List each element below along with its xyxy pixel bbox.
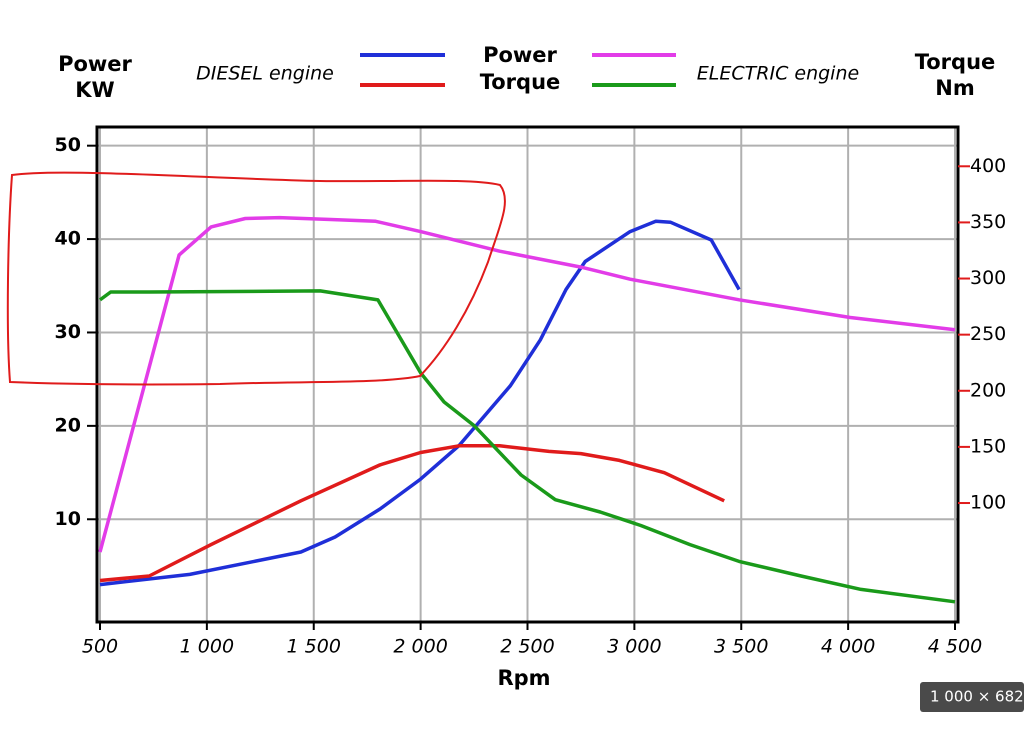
y2-tick-label: 300 [970, 267, 1006, 289]
grid [87, 127, 958, 630]
y-axis-title: KW [75, 78, 114, 102]
legend-group: ELECTRIC engine [697, 63, 859, 85]
x-tick-label: 2 000 [393, 636, 447, 658]
y2-tick-label: 400 [970, 155, 1006, 177]
y2-tick-label: 150 [970, 435, 1006, 457]
x-tick-label: 1 500 [287, 636, 341, 658]
y-tick-label: 50 [55, 134, 81, 156]
y-tick-label: 20 [55, 414, 81, 436]
size-badge-text: 1 000 × 682 [930, 688, 1024, 706]
y2-axis-title: Nm [935, 76, 974, 100]
x-tick-label: 3 500 [714, 636, 768, 658]
series-line [99, 219, 741, 587]
legend-row: Torque [480, 70, 561, 94]
x-tick-label: 1 000 [180, 636, 234, 658]
y2-tick-label: 200 [970, 379, 1006, 401]
x-tick-label: 500 [82, 636, 118, 658]
y-tick-label: 10 [55, 508, 81, 530]
series-line [99, 444, 725, 583]
y2-tick-label: 350 [970, 211, 1006, 233]
series-line [98, 289, 956, 604]
plot-frame [95, 125, 960, 624]
legend-group: DIESEL engine [196, 63, 334, 85]
lines [98, 215, 956, 604]
y2-tick-label: 100 [970, 492, 1006, 514]
y2-axis-title: Torque [915, 50, 996, 74]
x-tick-label: 4 000 [821, 636, 875, 658]
hand-drawn-annotation [6, 171, 506, 386]
legend [360, 53, 676, 87]
x-tick-label: 4 500 [928, 636, 982, 658]
y-tick-label: 40 [55, 228, 81, 250]
size-badge [920, 682, 1024, 712]
y-tick-label: 30 [55, 321, 81, 343]
series-line [98, 215, 956, 553]
x-axis-title: Rpm [497, 666, 550, 690]
legend-row: Power [483, 43, 557, 67]
y-axis-title: Power [58, 52, 132, 76]
y2-tick-label: 250 [970, 323, 1006, 345]
x-tick-label: 2 500 [500, 636, 554, 658]
x-tick-label: 3 000 [607, 636, 661, 658]
